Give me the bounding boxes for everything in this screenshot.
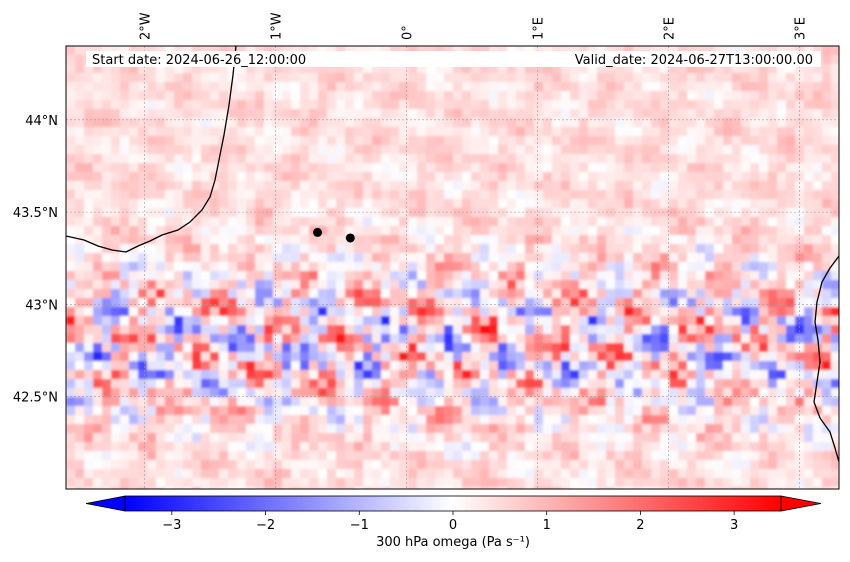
lon-tick-label: 0° (401, 25, 416, 40)
lon-tick-label: 2°E (663, 17, 678, 40)
colorbar: −3 −2 −1 0 1 2 3 300 hPa omega (Pa s⁻¹) (85, 495, 822, 550)
map-panel (65, 45, 840, 490)
start-date-text: Start date: 2024-06-26_12:00:00 (92, 53, 306, 68)
map-border (65, 45, 840, 490)
marker-point-1 (313, 227, 323, 237)
coastline-bay-of-biscay (66, 46, 237, 253)
lon-tick-label: 1°W (270, 12, 285, 40)
lat-tick-label: 44°N (25, 114, 58, 129)
marker-point-2 (345, 233, 355, 243)
colorbar-extend-high (780, 495, 822, 512)
lat-tick-label: 43.5°N (13, 206, 58, 221)
colorbar-tick-label: 2 (636, 518, 644, 533)
omega-field (66, 46, 839, 489)
colorbar-ticks: −3 −2 −1 0 1 2 3 (162, 511, 738, 533)
header-box (86, 51, 821, 67)
colorbar-tick-label: −2 (256, 518, 275, 533)
colorbar-tick-label: −1 (350, 518, 369, 533)
markers (313, 227, 355, 243)
valid-date-text: Valid_date: 2024-06-27T13:00:00.00 (575, 53, 813, 68)
longitude-ticks: 2°W 1°W 0° 1°E 2°E 3°E (139, 12, 809, 40)
coastline-mediterranean (813, 255, 839, 463)
colorbar-tick-label: 1 (543, 518, 551, 533)
lat-tick-label: 42.5°N (13, 391, 58, 406)
latitude-ticks: 44°N 43.5°N 43°N 42.5°N (13, 114, 58, 406)
colorbar-label: 300 hPa omega (Pa s⁻¹) (376, 535, 530, 550)
colorbar-body (125, 496, 781, 511)
coastline (66, 46, 839, 463)
colorbar-tick-label: 3 (730, 518, 738, 533)
lon-tick-label: 1°E (532, 17, 547, 40)
colorbar-extend-low (85, 495, 126, 512)
lon-tick-label: 3°E (794, 17, 809, 40)
colorbar-tick-label: 0 (449, 518, 457, 533)
lat-tick-label: 43°N (25, 298, 58, 313)
graticule (66, 46, 839, 489)
colorbar-tick-label: −3 (162, 518, 181, 533)
lon-tick-label: 2°W (139, 12, 154, 40)
